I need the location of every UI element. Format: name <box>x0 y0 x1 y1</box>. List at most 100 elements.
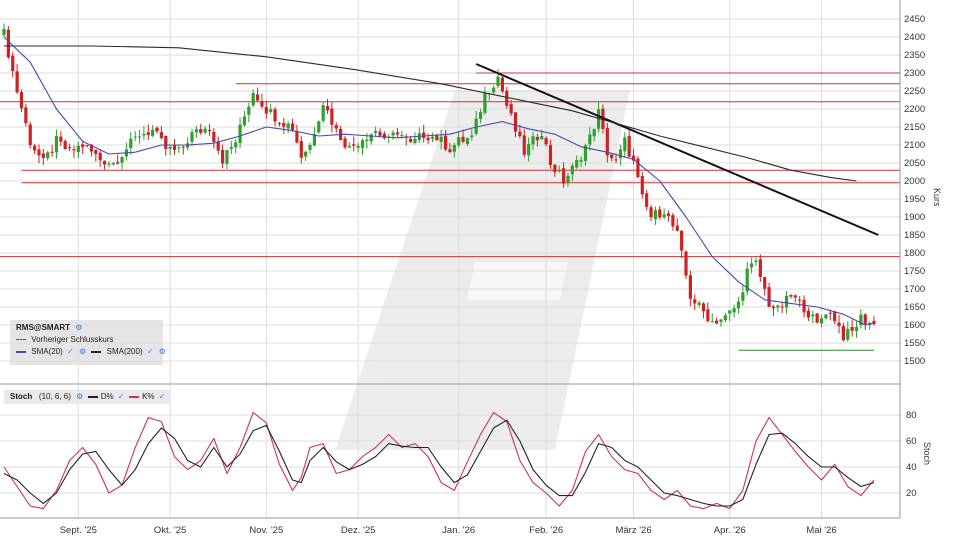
stoch-tick-label: 20 <box>906 488 917 499</box>
candle <box>299 136 303 164</box>
candle <box>815 313 819 324</box>
candle-body <box>811 314 815 317</box>
candle-body <box>356 145 360 148</box>
candle <box>85 144 89 148</box>
candle-body <box>675 225 679 231</box>
candle <box>413 132 417 145</box>
candle-body <box>264 107 268 114</box>
sma200-line <box>4 45 857 182</box>
candle <box>588 127 592 151</box>
candle-body <box>352 144 356 146</box>
candle-body <box>806 310 811 318</box>
time-tick-label: Okt. '25 <box>154 525 186 536</box>
candle-body <box>81 144 85 147</box>
sma20-check-icon[interactable]: ✓ <box>67 347 74 356</box>
candle <box>37 144 41 164</box>
stoch-settings-icon[interactable]: ⚙ <box>76 392 84 401</box>
candle-body <box>474 118 478 134</box>
candle <box>24 103 28 127</box>
price-tick-label: 1650 <box>904 302 925 313</box>
candle <box>46 150 50 161</box>
legend-sma: SMA(20) ✓ ⚙ SMA(200) ✓ ⚙ <box>16 346 166 357</box>
candle-body <box>46 152 50 159</box>
candle <box>155 126 159 134</box>
candle <box>107 161 111 168</box>
dashed-line-icon <box>16 339 26 341</box>
price-tick-label: 1850 <box>904 230 925 241</box>
candle-body <box>98 152 102 161</box>
candle-body <box>107 163 111 165</box>
candle <box>234 138 238 154</box>
candle-body <box>509 104 513 114</box>
candle-body <box>360 140 365 148</box>
candle <box>220 144 225 169</box>
candle-body <box>662 214 666 218</box>
sma200-settings-icon[interactable]: ⚙ <box>158 347 166 356</box>
price-tick-label: 1600 <box>904 320 925 331</box>
stoch-params: (10, 6, 6) <box>38 392 71 401</box>
time-tick-label: Sept. '25 <box>60 525 97 536</box>
candle-body <box>535 136 539 141</box>
candle-body <box>723 315 727 321</box>
candle-body <box>500 77 504 92</box>
candle-body <box>513 112 518 132</box>
candle <box>824 314 828 320</box>
candle <box>129 132 133 155</box>
legend-symbol: RMS@SMART ⚙ <box>16 322 82 333</box>
candle-body <box>413 138 417 144</box>
candle-body <box>89 144 94 152</box>
time-tick-label: Apr. '26 <box>714 525 746 536</box>
settings-icon[interactable]: ⚙ <box>75 323 83 332</box>
candle-body <box>94 149 98 155</box>
candle <box>168 144 172 155</box>
candle <box>745 261 749 296</box>
candle <box>688 270 692 307</box>
candle <box>483 86 487 115</box>
candle-body <box>548 145 553 166</box>
d-check-icon[interactable]: ✓ <box>117 392 125 401</box>
candle <box>557 165 561 173</box>
axes: 1500 1550 1600 1650 1700 1750 1800 1850 1900 1950… <box>0 0 942 536</box>
k-check-icon[interactable]: ✓ <box>158 392 166 401</box>
candle-body <box>435 135 439 141</box>
candle <box>133 130 137 141</box>
candle <box>50 144 54 157</box>
candle <box>63 139 67 150</box>
candle-body <box>854 327 859 332</box>
candle-body <box>793 295 797 298</box>
price-tick-label: 1800 <box>904 248 925 259</box>
time-tick-label: Dez. '25 <box>341 525 376 536</box>
candle-body <box>330 108 334 125</box>
stoch-d-line <box>3 419 875 507</box>
candle <box>701 302 706 319</box>
candle <box>706 302 710 323</box>
candle <box>492 85 496 94</box>
candle <box>137 129 142 144</box>
candle-body <box>715 320 719 324</box>
candle-body <box>207 129 212 131</box>
candle <box>728 310 732 322</box>
candle-body <box>627 135 631 157</box>
sma20-settings-icon[interactable]: ⚙ <box>78 347 87 356</box>
candle-body <box>181 146 185 148</box>
candle-body <box>255 94 260 101</box>
candle <box>763 276 767 296</box>
candle <box>295 124 299 144</box>
price-legend: RMS@SMART ⚙ Vorheriger Schlusskurs SMA(2… <box>10 320 166 365</box>
candle <box>247 102 251 123</box>
candle <box>811 310 815 324</box>
candle <box>789 294 793 299</box>
sma200-check-icon[interactable]: ✓ <box>146 347 154 356</box>
candle <box>430 132 435 143</box>
candle-body <box>557 170 561 172</box>
candle <box>15 64 19 94</box>
candlesticks <box>2 23 876 342</box>
candle-body <box>763 277 767 289</box>
candle-body <box>561 168 566 184</box>
candle <box>334 122 338 133</box>
candle <box>282 117 286 134</box>
candle-body <box>540 135 544 140</box>
candle <box>610 154 614 162</box>
sma200-line-icon <box>91 350 102 353</box>
candle <box>522 129 526 158</box>
